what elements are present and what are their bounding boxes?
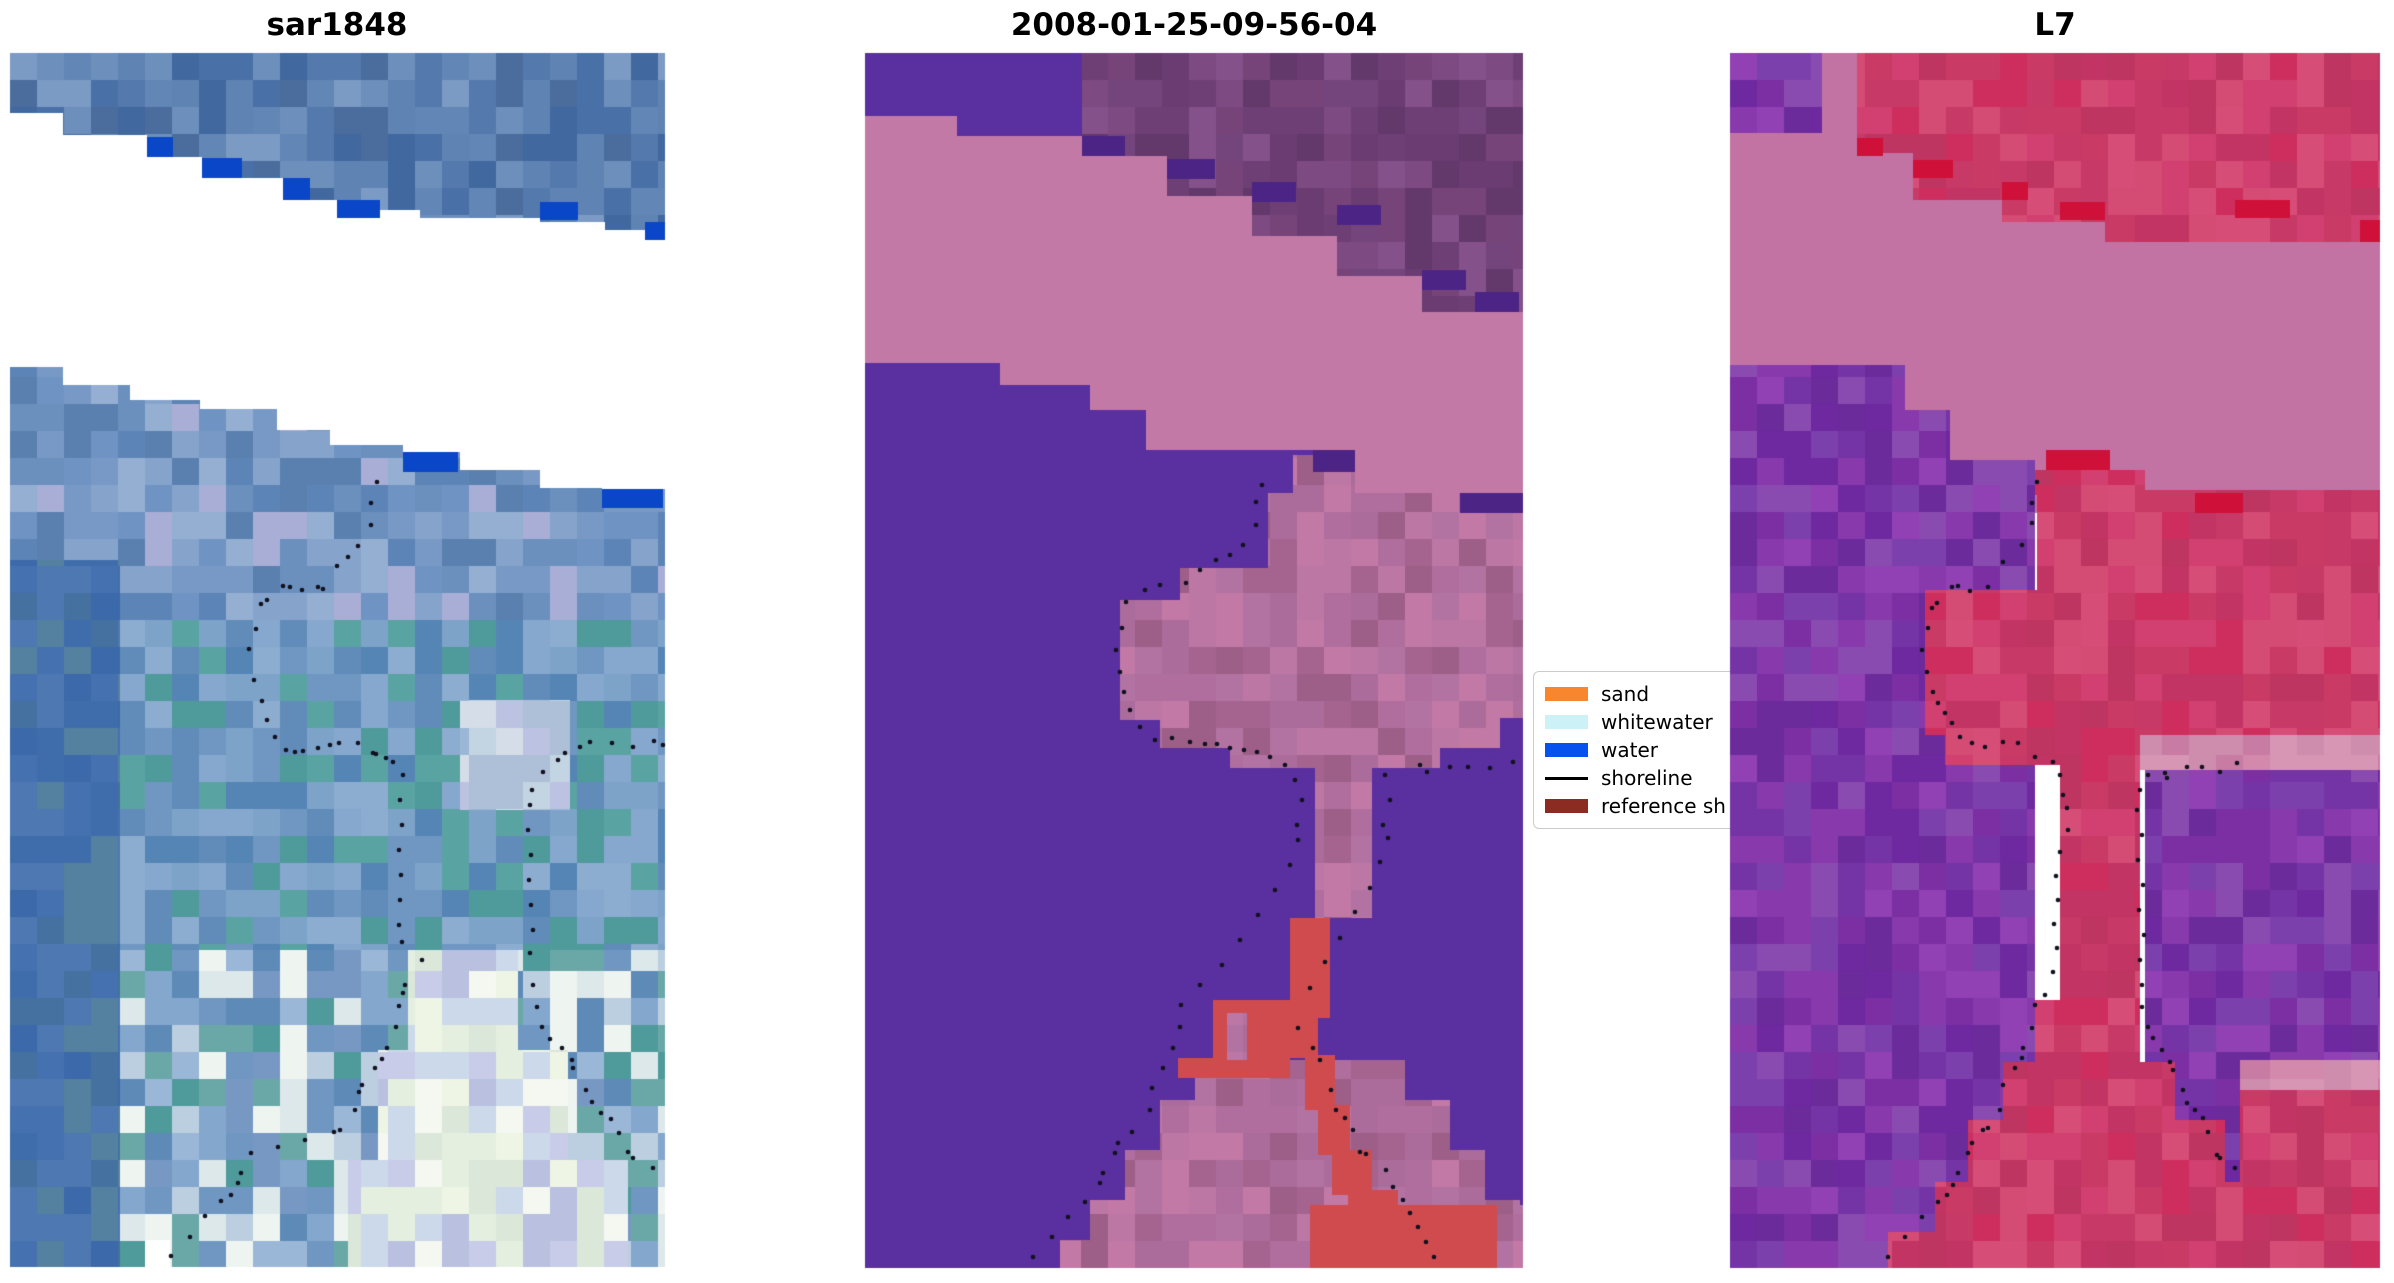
legend-shoreline-label: shoreline [1601, 766, 1693, 790]
legend-whitewater-swatch [1545, 715, 1588, 729]
legend-entry-whitewater: whitewater [1534, 708, 1790, 736]
legend-reference-shoreline-label: reference sh [1601, 794, 1726, 818]
legend-reference-shoreline-swatch [1545, 799, 1588, 813]
legend-sand-label: sand [1601, 682, 1650, 706]
panel-title-sar1848: sar1848 [266, 7, 408, 43]
legend-entry-shoreline: shoreline [1534, 764, 1790, 792]
legend-water-swatch [1545, 743, 1588, 757]
legend: sand whitewater water shoreline referenc… [1533, 671, 1791, 829]
legend-whitewater-label: whitewater [1601, 710, 1713, 734]
legend-entry-sand: sand [1534, 680, 1790, 708]
legend-entry-water: water [1534, 736, 1790, 764]
panel-title-date: 2008-01-25-09-56-04 [1010, 7, 1378, 43]
legend-water-label: water [1601, 738, 1658, 762]
legend-shoreline-line [1545, 776, 1588, 780]
legend-entry-reference-shoreline: reference sh [1534, 792, 1790, 820]
panel-title-l7: L7 [2034, 7, 2076, 43]
legend-sand-swatch [1545, 687, 1588, 701]
